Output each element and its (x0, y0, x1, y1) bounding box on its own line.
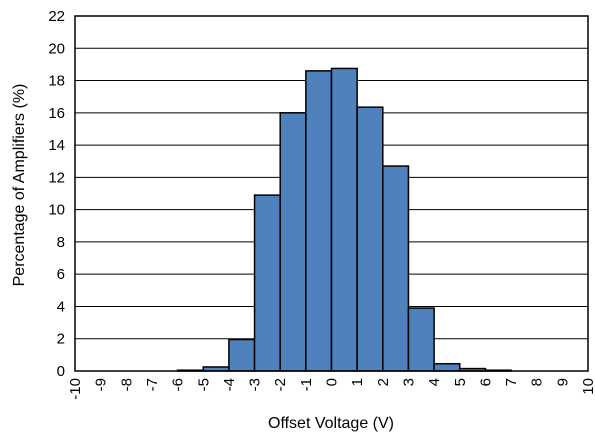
y-tick-label-9: 18 (48, 73, 65, 90)
x-tick-label-9: -1 (298, 378, 315, 391)
bar-3 (253, 194, 281, 372)
x-tick-label-12: 2 (375, 378, 392, 386)
x-tick-label-18: 8 (529, 378, 546, 386)
bar-10 (433, 362, 461, 372)
x-tick-label-2: -8 (118, 378, 135, 391)
x-tick-label-14: 4 (426, 378, 443, 386)
y-tick-label-4: 8 (57, 234, 65, 251)
bars (176, 67, 512, 372)
y-tick-labels: 0 2 4 6 8 10 12 14 16 18 20 22 (48, 8, 65, 380)
x-tick-label-16: 6 (477, 378, 494, 386)
x-tick-label-10: 0 (324, 378, 341, 386)
y-tick-label-8: 16 (48, 105, 65, 122)
x-tick-label-5: -5 (195, 378, 212, 391)
x-tick-label-8: -2 (272, 378, 289, 391)
x-tick-label-7: -3 (247, 378, 264, 391)
plot-frame (74, 15, 589, 372)
x-tick-label-17: 7 (503, 378, 520, 386)
y-tick-label-10: 20 (48, 40, 65, 57)
x-tick-label-20: 10 (580, 378, 595, 395)
x-tick-label-19: 9 (554, 378, 571, 386)
x-tick-label-13: 3 (400, 378, 417, 386)
bar-4 (279, 112, 307, 372)
y-tick-label-5: 10 (48, 202, 65, 219)
y-tick-label-7: 14 (48, 137, 65, 154)
x-tick-label-6: -4 (221, 378, 238, 391)
x-tick-label-3: -7 (144, 378, 161, 391)
x-tick-labels: -10 -9 -8 -7 -6 -5 -4 -3 -2 -1 0 1 2 3 4 5 6 7 8 9 10 (67, 378, 595, 400)
y-axis-label: Percentage of Amplifiers (%) (11, 84, 28, 287)
x-tick-label-11: 1 (349, 378, 366, 386)
bar-6 (330, 67, 358, 372)
y-tick-label-11: 22 (48, 8, 65, 25)
y-tick-label-0: 0 (57, 363, 65, 380)
x-tick-label-15: 5 (452, 378, 469, 386)
bar-9 (407, 307, 435, 372)
x-tick-label-4: -6 (170, 378, 187, 391)
x-tick-label-1: -9 (93, 378, 110, 391)
bar-8 (382, 165, 410, 372)
bar-7 (356, 106, 384, 372)
bar-5 (305, 70, 333, 372)
x-tick-label-0: -10 (67, 378, 84, 400)
y-tick-label-1: 2 (57, 331, 65, 348)
y-tick-label-3: 6 (57, 266, 65, 283)
y-tick-label-6: 12 (48, 169, 65, 186)
bar-2 (228, 338, 256, 372)
y-tick-label-2: 4 (57, 298, 65, 315)
x-axis-label: Offset Voltage (V) (268, 415, 394, 432)
